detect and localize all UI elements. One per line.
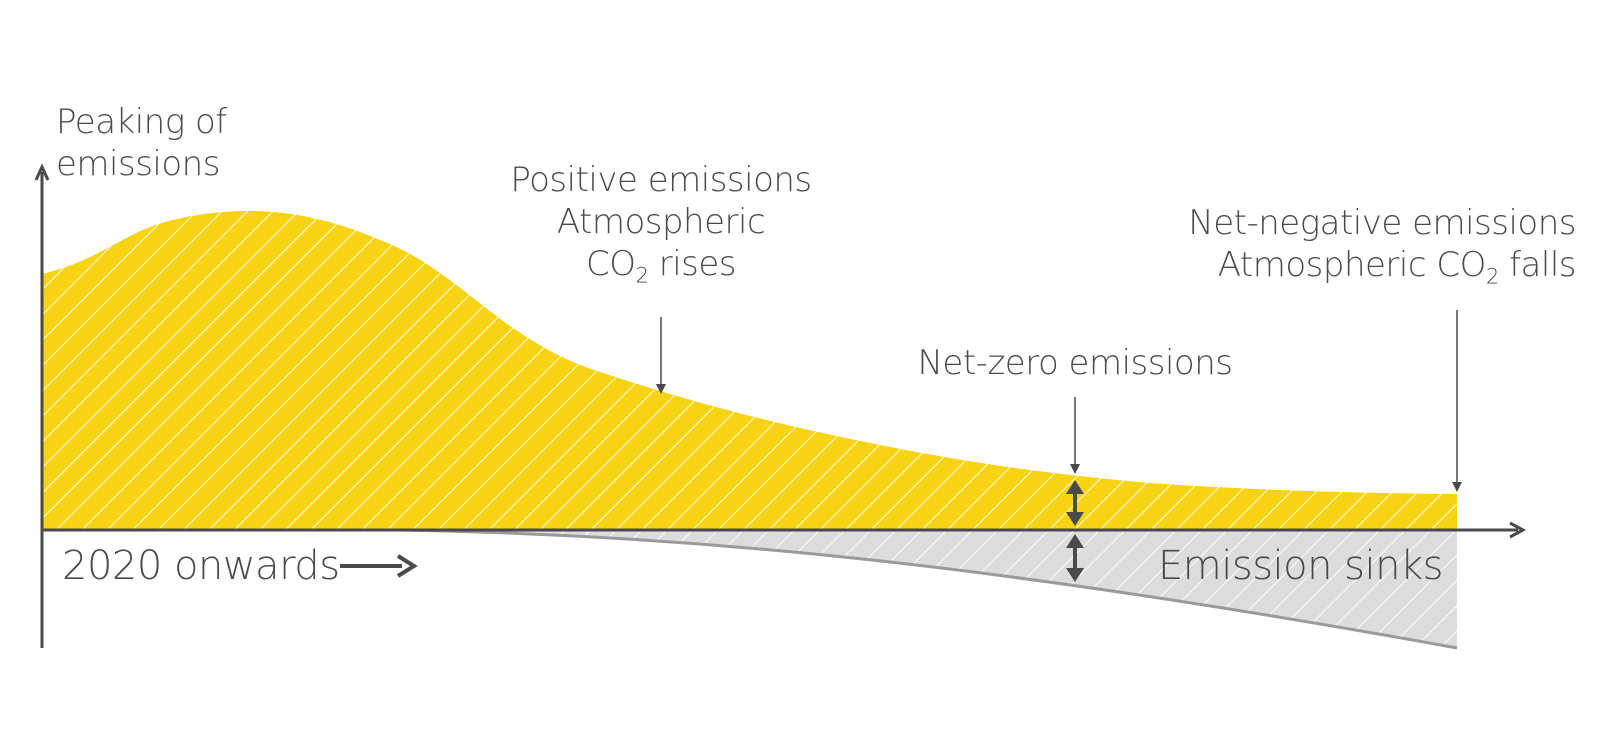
netnegative-label: Net-negative emissions Atmospheric CO2 f… xyxy=(1140,202,1576,286)
emission-sinks-curve xyxy=(399,528,1458,650)
netnegative-line1: Net-negative emissions xyxy=(1188,203,1576,243)
double-headed-arrow-icon xyxy=(1066,534,1084,582)
netzero-pointer xyxy=(1070,397,1080,474)
positive-emissions-label: Positive emissions Atmospheric CO2 rises xyxy=(510,159,812,285)
positive-emissions-line2: Atmospheric xyxy=(556,202,766,242)
atmospheric-co2-text: Atmospheric CO xyxy=(1217,245,1487,285)
right-arrow-icon xyxy=(340,554,418,578)
peaking-label-line2: emissions xyxy=(56,144,220,184)
peaking-label-line1: Peaking of xyxy=(56,102,227,142)
netnegative-line2: Atmospheric CO2 falls xyxy=(1140,244,1577,289)
co2-subscript: 2 xyxy=(1485,263,1499,289)
netzero-label: Net-zero emissions xyxy=(917,343,1233,383)
netnegative-pointer xyxy=(1452,310,1462,492)
falls-text: falls xyxy=(1498,245,1576,285)
rises-text: rises xyxy=(648,244,737,284)
time-label: 2020 onwards xyxy=(62,543,340,589)
positive-emissions-area xyxy=(42,210,1457,531)
positive-emissions-pointer xyxy=(656,317,666,394)
y-axis-arrowhead xyxy=(34,163,50,181)
x-axis-arrowhead xyxy=(1509,521,1527,539)
positive-emissions-line1: Positive emissions xyxy=(510,160,812,200)
co2-text: CO xyxy=(585,244,636,284)
positive-emissions-line3: CO2 rises xyxy=(510,243,812,285)
peaking-label: Peaking of emissions xyxy=(56,101,227,185)
emission-sinks-label: Emission sinks xyxy=(1158,543,1444,589)
emission-sinks-area xyxy=(400,530,1457,648)
double-headed-arrow-icon xyxy=(1066,480,1084,526)
co2-subscript: 2 xyxy=(635,262,649,288)
